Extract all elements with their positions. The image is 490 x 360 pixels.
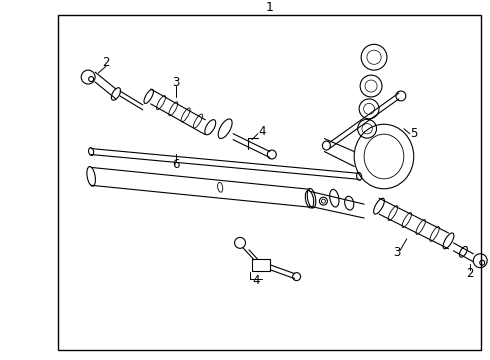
Bar [58,14,481,350]
Text: 1: 1 [266,1,274,14]
Text: 3: 3 [393,246,400,259]
Text: 4: 4 [258,125,266,138]
Text: 4: 4 [252,274,260,287]
Text: 2: 2 [102,56,110,69]
Text: 6: 6 [172,158,179,171]
Text: 2: 2 [466,267,474,280]
Text: 5: 5 [410,127,417,140]
Bar [252,259,270,271]
Text: 3: 3 [172,76,179,89]
